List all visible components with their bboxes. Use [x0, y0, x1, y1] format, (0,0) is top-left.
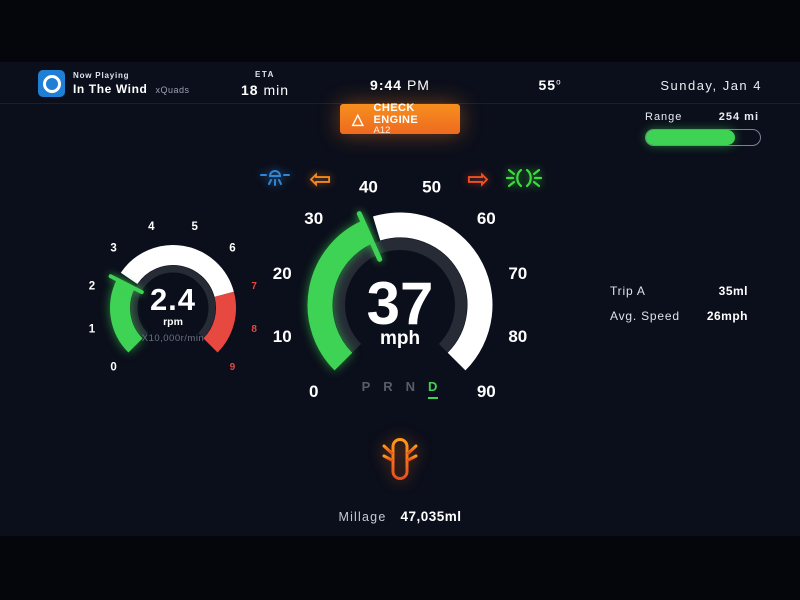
- avg-speed-label: Avg. Speed: [610, 309, 680, 323]
- svg-text:8: 8: [251, 324, 257, 335]
- degree-symbol: o: [556, 77, 562, 87]
- right-turn-indicator-icon: ⇨: [467, 164, 490, 195]
- outside-temperature: 55o: [528, 77, 572, 93]
- odometer: Millage 47,035ml: [290, 509, 510, 524]
- svg-text:50: 50: [422, 178, 441, 197]
- avg-speed-value: 26mph: [706, 309, 748, 323]
- speedometer-unit: mph: [379, 328, 421, 349]
- svg-text:60: 60: [477, 209, 496, 228]
- tachometer-gauge: 0 1 2 3 4 5 6 7 8 9: [89, 221, 258, 374]
- svg-text:20: 20: [273, 264, 292, 283]
- bottom-black-bar: [0, 536, 800, 600]
- now-playing-label: Now Playing: [73, 71, 130, 80]
- check-engine-alert[interactable]: △ CHECK ENGINE A12: [340, 101, 460, 136]
- svg-text:40: 40: [359, 178, 378, 197]
- svg-text:30: 30: [304, 209, 323, 228]
- eta-value: 18: [240, 82, 259, 98]
- gear-option-R: R: [383, 379, 394, 394]
- music-app-icon-ring: [42, 74, 61, 93]
- svg-text:70: 70: [508, 264, 527, 283]
- gear-option-D: D: [428, 379, 439, 399]
- svg-text:80: 80: [508, 327, 527, 346]
- date: Sunday, Jan 4: [660, 78, 762, 93]
- speedometer-value: 37: [366, 270, 434, 337]
- svg-text:90: 90: [477, 382, 496, 401]
- trip-row: Avg. Speed 26mph: [610, 309, 748, 323]
- svg-text:9: 9: [230, 362, 236, 373]
- trip-a-label: Trip A: [610, 284, 646, 298]
- range-progress-fill: [646, 130, 735, 145]
- check-engine-code: A12: [373, 124, 391, 136]
- trip-info: Trip A 35ml Avg. Speed 26mph: [610, 284, 748, 334]
- svg-text:0: 0: [309, 382, 318, 401]
- dome-light-icon: [259, 165, 291, 196]
- tachometer-unit: rpm: [163, 316, 183, 328]
- time-period: PM: [402, 77, 430, 93]
- eta-label: ETA: [255, 70, 275, 79]
- range-progress-bar: [645, 129, 761, 146]
- music-app-icon[interactable]: [38, 70, 65, 97]
- gear-option-N: N: [405, 379, 417, 394]
- svg-text:6: 6: [229, 243, 235, 255]
- odometer-value: 47,035ml: [400, 509, 462, 524]
- tachometer-scale-note: X10,000r/min: [141, 333, 205, 344]
- range-header: Range 254 mi: [645, 111, 759, 123]
- now-playing: Now Playing In The Wind xQuads: [73, 71, 190, 96]
- door-open-warning-icon: [382, 436, 418, 487]
- track-artist: xQuads: [155, 85, 190, 95]
- warning-triangle-icon: △: [352, 110, 364, 128]
- svg-text:2: 2: [89, 280, 95, 292]
- left-turn-indicator-icon: ⇦: [309, 164, 332, 195]
- svg-text:3: 3: [110, 243, 116, 255]
- track-title: In The Wind: [73, 82, 148, 96]
- tachometer-value: 2.4: [149, 282, 197, 317]
- svg-text:0: 0: [110, 361, 116, 373]
- odometer-label: Millage: [338, 510, 387, 524]
- eta-unit: min: [258, 82, 290, 98]
- svg-text:1: 1: [89, 324, 96, 336]
- eta-block: ETA 18 min: [225, 70, 305, 98]
- check-engine-label: CHECK ENGINE: [373, 101, 419, 126]
- range-value: 254 mi: [718, 111, 759, 123]
- gear-option-P: P: [361, 379, 372, 394]
- trip-row: Trip A 35ml: [610, 284, 748, 298]
- instrument-cluster: Now Playing In The Wind xQuads ETA 18 min…: [0, 62, 800, 536]
- range-label: Range: [645, 111, 683, 123]
- svg-text:10: 10: [273, 327, 292, 346]
- top-black-bar: [0, 0, 800, 62]
- svg-text:4: 4: [148, 221, 155, 233]
- status-header: Now Playing In The Wind xQuads ETA 18 min…: [0, 62, 800, 104]
- speedometer-gauge: 0 10 20 30 40 50 60 70 80 90: [273, 178, 528, 401]
- time-value: 9:44: [370, 77, 403, 93]
- svg-text:5: 5: [191, 221, 198, 233]
- svg-text:7: 7: [251, 281, 257, 292]
- trip-a-value: 35ml: [718, 284, 748, 298]
- clock: 9:44 PM: [330, 77, 470, 93]
- temperature-value: 55: [538, 77, 557, 93]
- position-lights-icon: [505, 165, 543, 196]
